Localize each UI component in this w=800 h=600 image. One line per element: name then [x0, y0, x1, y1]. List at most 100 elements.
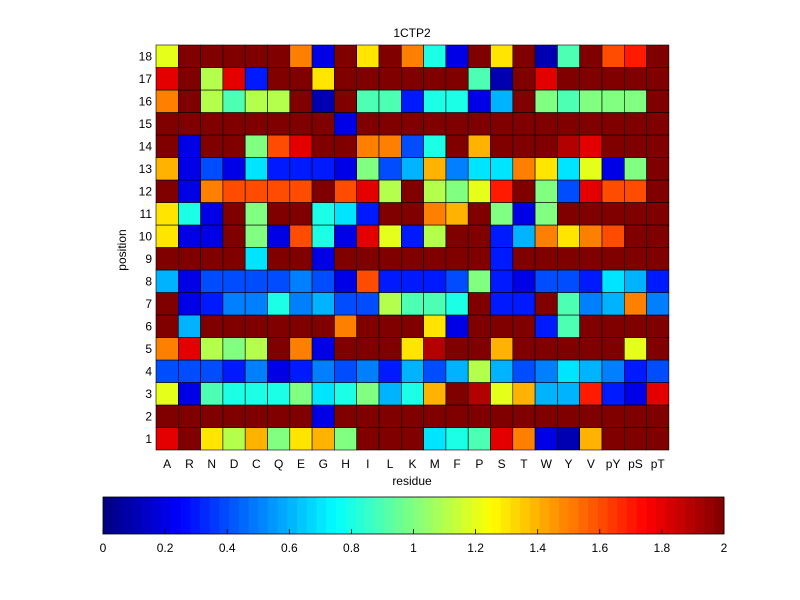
heatmap-cell — [490, 269, 514, 293]
colorbar-segment — [452, 497, 463, 534]
heatmap-cell — [334, 179, 357, 203]
heatmap-cell — [579, 382, 603, 406]
heatmap-cell — [155, 404, 179, 428]
heatmap-cell — [400, 202, 424, 226]
heatmap-cell — [445, 67, 469, 91]
heatmap-cell — [534, 179, 558, 203]
y-tick-label: 11 — [140, 207, 153, 221]
heatmap-cell — [623, 202, 647, 226]
heatmap-cell — [289, 404, 313, 428]
heatmap-cell — [534, 247, 558, 271]
heatmap-cell — [155, 179, 179, 203]
colorbar-segment — [685, 497, 696, 534]
heatmap-cell — [289, 382, 313, 406]
heatmap-cell — [178, 427, 201, 451]
heatmap-cell — [534, 382, 558, 406]
x-tick-label: pY — [606, 457, 621, 471]
heatmap-cell — [222, 67, 246, 91]
heatmap-cell — [200, 179, 224, 203]
heatmap-cell — [623, 67, 647, 91]
heatmap-cell — [356, 404, 380, 428]
heatmap-cell — [311, 404, 335, 428]
heatmap-cell — [244, 157, 268, 181]
heatmap-cell — [311, 44, 335, 68]
x-tick-label: V — [587, 457, 595, 471]
heatmap-cell — [378, 314, 402, 338]
heatmap-cell — [490, 359, 514, 383]
heatmap-cell — [512, 179, 536, 203]
heatmap-cell — [400, 89, 424, 113]
heatmap-cell — [155, 44, 179, 68]
heatmap-cell — [222, 134, 246, 158]
heatmap-cell — [534, 292, 558, 316]
heatmap-cell — [601, 382, 625, 406]
colorbar-tick-label: 1 — [410, 541, 417, 555]
heatmap-cell — [378, 292, 402, 316]
heatmap-cell — [490, 427, 514, 451]
heatmap-cell — [311, 179, 335, 203]
heatmap-cell — [178, 67, 201, 91]
colorbar-segment — [238, 497, 250, 534]
heatmap-cell — [178, 269, 201, 293]
heatmap-cell — [579, 269, 603, 293]
heatmap-cell — [244, 292, 268, 316]
heatmap-cell — [356, 112, 380, 136]
heatmap-cell — [222, 382, 246, 406]
y-tick-label: 18 — [139, 49, 153, 63]
colorbar-segment — [345, 497, 356, 534]
heatmap-cell — [178, 404, 201, 428]
heatmap-cell — [490, 404, 514, 428]
heatmap-cell — [311, 157, 335, 181]
colorbar-segment — [588, 497, 599, 534]
heatmap-cell — [445, 404, 469, 428]
x-tick-label: H — [341, 457, 350, 471]
heatmap-cell — [400, 179, 424, 203]
colorbar-segment — [161, 497, 172, 534]
y-tick-label: 12 — [139, 184, 153, 198]
heatmap-cell — [155, 337, 179, 361]
heatmap-cell — [557, 292, 581, 316]
heatmap-cell — [311, 382, 335, 406]
heatmap-cell — [623, 224, 647, 248]
heatmap-cell — [646, 404, 670, 428]
heatmap-cell — [623, 382, 647, 406]
colorbar-segment — [258, 497, 269, 534]
heatmap-cell — [155, 269, 179, 293]
heatmap-cell — [534, 337, 558, 361]
x-tick-label: R — [185, 457, 194, 471]
heatmap-cell — [356, 224, 380, 248]
heatmap-cell — [512, 382, 536, 406]
heatmap-cell — [289, 157, 313, 181]
heatmap-cell — [378, 427, 402, 451]
colorbar-segment — [326, 497, 337, 534]
heatmap-cell — [334, 224, 357, 248]
heatmap-cell — [601, 427, 625, 451]
heatmap-cell — [222, 112, 246, 136]
heatmap-cell — [579, 427, 603, 451]
heatmap-cell — [244, 314, 268, 338]
heatmap-cell — [445, 134, 469, 158]
colorbar-tick-label: 1.4 — [529, 541, 546, 555]
x-tick-label: K — [408, 457, 416, 471]
colorbar-segment — [471, 497, 482, 534]
heatmap-cell — [267, 157, 291, 181]
heatmap-cell — [623, 314, 647, 338]
heatmap-cell — [423, 382, 447, 406]
heatmap-cell — [400, 314, 424, 338]
heatmap-cell — [512, 44, 536, 68]
heatmap-cell — [423, 89, 447, 113]
heatmap-cell — [467, 157, 491, 181]
colorbar-segment — [559, 497, 570, 534]
heatmap-cell — [490, 292, 514, 316]
heatmap-cell — [646, 112, 670, 136]
heatmap-cell — [467, 224, 491, 248]
y-tick-label: 9 — [145, 252, 152, 266]
heatmap-cell — [534, 112, 558, 136]
heatmap-cell — [512, 269, 536, 293]
heatmap-cell — [579, 44, 603, 68]
heatmap-cell — [467, 382, 491, 406]
heatmap-cell — [222, 292, 246, 316]
heatmap-cell — [200, 224, 224, 248]
heatmap-cell — [601, 359, 625, 383]
heatmap-cell — [557, 337, 581, 361]
